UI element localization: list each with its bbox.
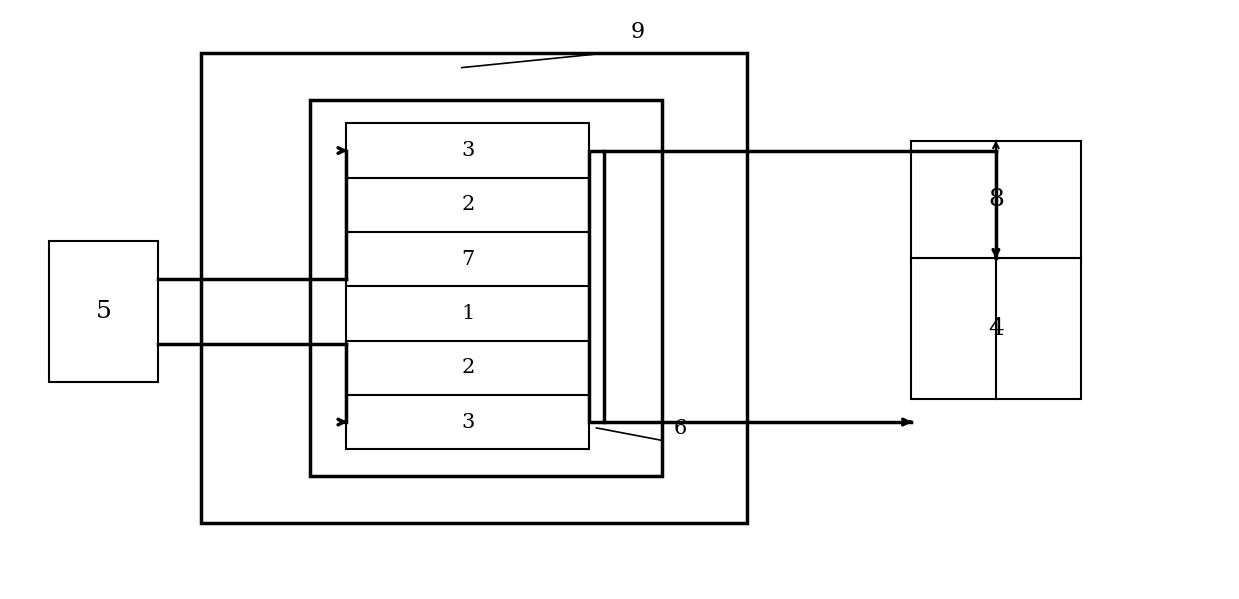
Text: 2: 2 — [461, 358, 475, 377]
Text: 7: 7 — [461, 250, 475, 268]
Text: 8: 8 — [987, 188, 1004, 211]
Text: 1: 1 — [461, 304, 475, 323]
Bar — [346, 123, 589, 449]
Bar — [48, 241, 159, 382]
Bar — [201, 53, 747, 522]
Text: 6: 6 — [674, 419, 686, 438]
Bar — [310, 100, 662, 476]
Text: 3: 3 — [461, 141, 475, 160]
Bar — [911, 258, 1080, 400]
Text: 2: 2 — [461, 195, 475, 214]
Text: 4: 4 — [987, 317, 1004, 340]
Bar — [911, 141, 1080, 258]
Bar — [589, 150, 603, 422]
Text: 3: 3 — [461, 413, 475, 431]
Text: 9: 9 — [631, 22, 644, 43]
Text: 5: 5 — [95, 300, 112, 323]
